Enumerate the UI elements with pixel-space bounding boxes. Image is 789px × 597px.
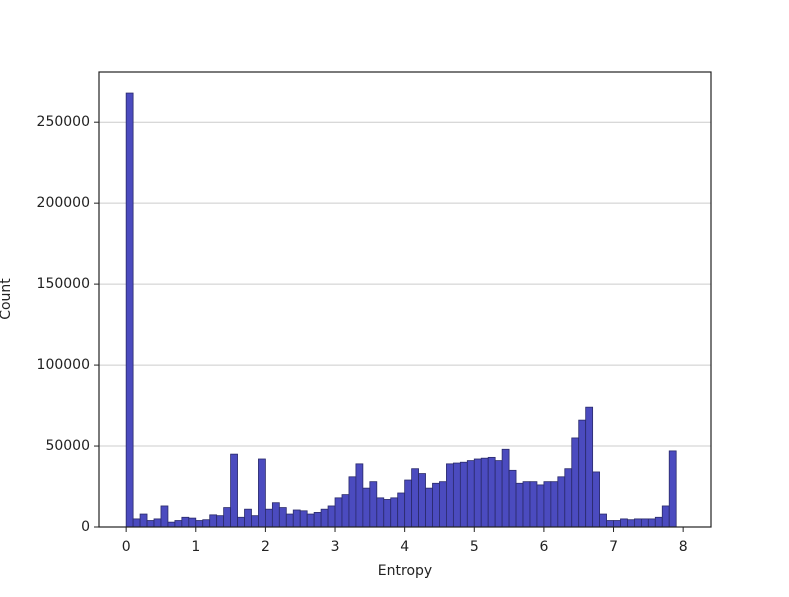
bar — [557, 476, 566, 528]
bar — [480, 457, 489, 528]
bar — [153, 518, 162, 528]
bar — [132, 518, 141, 528]
x-tick-label: 7 — [609, 539, 618, 555]
bar — [299, 510, 308, 528]
bar — [606, 520, 614, 528]
bar — [515, 482, 524, 528]
y-tick-label: 200000 — [37, 195, 90, 211]
bar — [195, 520, 204, 528]
bar — [536, 484, 545, 528]
bar — [571, 437, 580, 528]
bar — [146, 520, 155, 528]
bar — [668, 450, 677, 528]
bar — [627, 519, 635, 528]
bar — [564, 468, 573, 528]
bar — [306, 513, 315, 528]
x-tick-label: 4 — [400, 539, 409, 555]
bar — [522, 481, 531, 528]
bar — [362, 487, 371, 528]
bar — [487, 456, 496, 528]
bar — [459, 461, 468, 528]
bar — [466, 460, 475, 528]
bar — [369, 481, 378, 528]
bar — [341, 494, 350, 528]
bar — [529, 481, 538, 528]
bar — [202, 519, 211, 528]
bar — [383, 499, 392, 528]
bar — [439, 481, 447, 528]
bar — [473, 458, 482, 528]
bar — [334, 497, 343, 528]
bar — [230, 453, 238, 528]
bar — [501, 448, 510, 528]
bar — [313, 512, 322, 528]
bar — [550, 481, 559, 528]
bar — [188, 517, 197, 528]
bar — [320, 508, 329, 528]
bar — [640, 518, 649, 528]
bar — [258, 458, 266, 528]
x-tick-label: 2 — [261, 539, 270, 555]
bar — [139, 513, 148, 528]
bar — [654, 516, 663, 528]
bar — [404, 479, 413, 528]
bar — [620, 518, 628, 528]
bar — [376, 497, 385, 528]
bar — [271, 502, 280, 528]
bar — [265, 508, 273, 528]
bar — [181, 516, 190, 528]
bar — [432, 482, 440, 528]
bar — [251, 515, 259, 528]
y-tick-label: 150000 — [37, 276, 90, 292]
y-tick-label: 100000 — [37, 357, 90, 373]
bar — [237, 516, 245, 528]
bar — [543, 481, 552, 528]
bar — [167, 521, 176, 528]
bar — [397, 492, 406, 528]
bar — [390, 497, 399, 528]
bar — [125, 92, 134, 528]
bar — [418, 473, 426, 528]
y-tick-label: 0 — [81, 519, 90, 535]
bar — [348, 476, 357, 528]
x-tick-label: 3 — [331, 539, 340, 555]
bar — [425, 487, 433, 528]
bar — [244, 508, 252, 528]
bar — [599, 513, 607, 528]
bar — [661, 505, 670, 528]
y-tick-label: 50000 — [45, 438, 90, 454]
bar — [452, 462, 461, 528]
x-axis-label: Entropy — [378, 563, 432, 579]
bar — [216, 515, 225, 528]
bar — [285, 513, 294, 528]
bar — [174, 520, 183, 528]
bar — [223, 507, 231, 528]
x-tick-label: 1 — [191, 539, 200, 555]
x-tick-label: 8 — [679, 539, 688, 555]
bar — [578, 419, 587, 528]
y-axis-label: Count — [0, 278, 14, 320]
bar — [278, 507, 287, 528]
bar — [592, 471, 601, 528]
bar — [494, 460, 503, 528]
x-tick-label: 5 — [470, 539, 479, 555]
x-tick-label: 6 — [539, 539, 548, 555]
bar — [411, 468, 419, 528]
bar — [585, 406, 594, 528]
bar — [355, 463, 364, 528]
bar — [634, 518, 642, 528]
bar — [209, 514, 218, 528]
bar — [647, 518, 656, 528]
plot-frame — [98, 71, 712, 528]
bar — [508, 469, 517, 528]
y-tick-label: 250000 — [37, 114, 90, 130]
x-tick-label: 0 — [122, 539, 131, 555]
bar — [446, 463, 454, 528]
bar — [292, 509, 301, 528]
bar — [613, 520, 621, 528]
bar — [160, 505, 169, 528]
bar — [327, 505, 336, 528]
